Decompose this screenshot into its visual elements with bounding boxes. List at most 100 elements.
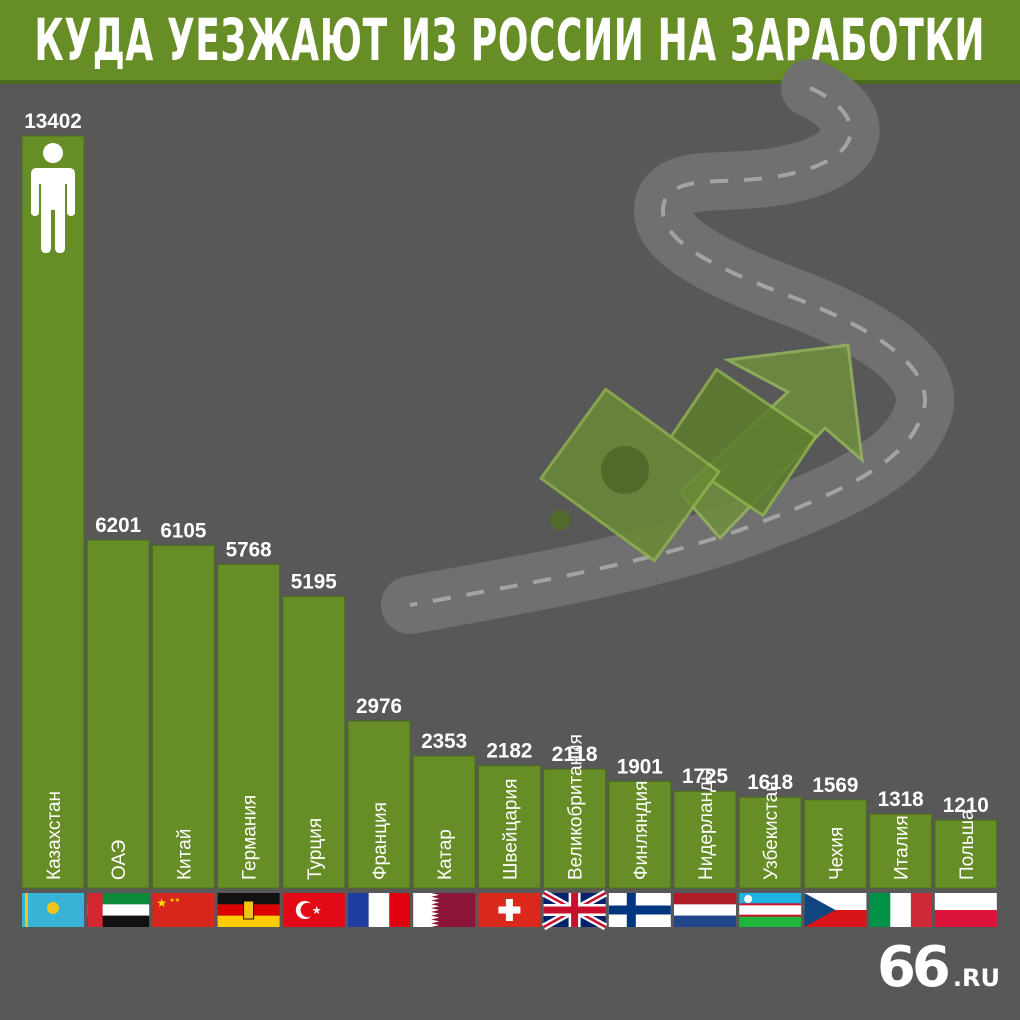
- bar-group: 6201 ОАЭ: [86, 514, 150, 927]
- value-label: 1318: [878, 788, 924, 811]
- flag-uz-line-1: [739, 903, 802, 906]
- bar: [217, 563, 281, 889]
- value-label: 2976: [356, 695, 402, 718]
- flag-qa-serrated: [413, 893, 440, 927]
- category-label: ОАЭ: [109, 840, 130, 880]
- category-label: Нидерланды: [696, 767, 717, 880]
- bar: [21, 135, 85, 889]
- money-icon: [538, 367, 819, 563]
- category-label: Китай: [174, 829, 195, 880]
- value-label: 5768: [226, 538, 272, 561]
- category-label: Чехия: [826, 827, 847, 880]
- bar-group: 2182 Швейцария: [477, 740, 541, 927]
- person-body: [31, 168, 75, 253]
- category-label: Турция: [305, 818, 326, 880]
- bar-group: 13402 Казахстан: [21, 110, 85, 927]
- value-label: 1725: [682, 765, 728, 788]
- bar: [282, 596, 346, 889]
- flag-pl: [934, 893, 997, 927]
- flag-ch: [478, 893, 541, 927]
- category-label: Италия: [892, 815, 913, 880]
- flag-uz-moon: [744, 895, 753, 903]
- value-label: 6105: [160, 519, 206, 542]
- bar: [477, 765, 541, 889]
- flag-nl-white: [674, 904, 736, 916]
- flag-gb-cross-red-h: [543, 906, 606, 914]
- bar-group: 5768 Германия: [217, 538, 281, 927]
- value-label: 2353: [421, 730, 467, 753]
- flag-de-eagle: [243, 900, 255, 920]
- flag-uz-white: [739, 904, 802, 916]
- flag-qa: [413, 893, 476, 927]
- bar: [412, 755, 476, 889]
- flag-fi: [608, 893, 671, 927]
- flag-kz-sun: [47, 902, 59, 914]
- category-label: Франция: [370, 802, 391, 880]
- flag-pl-white: [934, 893, 997, 910]
- category-label: Швейцария: [500, 779, 521, 880]
- bar-group: 2976 Франция: [347, 695, 411, 927]
- flag-uz-green: [739, 915, 802, 927]
- bar: [803, 799, 867, 889]
- flag-cz-triangle: [804, 893, 836, 927]
- bar: [151, 544, 215, 889]
- brand-domain: .RU: [952, 964, 1000, 992]
- category-label: Катар: [435, 829, 456, 880]
- flag-gb: [541, 889, 608, 931]
- flag-it-red: [910, 893, 932, 927]
- value-label: 1210: [943, 794, 989, 817]
- bar-group: 5195 Турция ★: [282, 571, 346, 927]
- value-label: 2118: [552, 743, 598, 766]
- flag-nl-blue: [674, 915, 736, 927]
- bar-group: 1901 Финляндия: [608, 755, 672, 927]
- value-label: 1569: [812, 774, 858, 797]
- value-label: 1901: [617, 755, 663, 778]
- flag-it-green: [869, 893, 891, 927]
- flag-tr-star: ★: [312, 904, 322, 917]
- category-label: Польша: [957, 809, 978, 880]
- chart-title: КУДА УЕЗЖАЮТ ИЗ РОССИИ НА ЗАРАБОТКИ: [34, 6, 986, 74]
- flag-ae-green: [87, 893, 150, 905]
- flag-de-black: [217, 893, 280, 905]
- bar-group: 2353 Катар: [412, 730, 476, 927]
- flag-fr: [348, 893, 410, 927]
- flag-de: [217, 893, 280, 927]
- category-label: Финляндия: [631, 781, 652, 880]
- flag-cz: [804, 893, 867, 927]
- category-label: Казахстан: [44, 791, 65, 880]
- flag-ae-black: [87, 915, 150, 927]
- flag-fr-red: [389, 893, 410, 927]
- flag-uz-blue: [739, 893, 802, 905]
- flag-cn: ★ ★★: [152, 893, 215, 927]
- title-banner: КУДА УЕЗЖАЮТ ИЗ РОССИИ НА ЗАРАБОТКИ: [0, 0, 1020, 84]
- bar: [673, 790, 737, 889]
- person-head: [43, 143, 63, 163]
- bar: [608, 780, 672, 889]
- flag-ae-red: [87, 893, 103, 927]
- category-label: Германия: [240, 795, 261, 880]
- category-label: Узбекистан: [761, 781, 782, 880]
- value-label: 13402: [24, 110, 82, 133]
- bar-group: 1569 Чехия: [803, 774, 867, 927]
- flag-uz-line-2: [739, 914, 802, 917]
- bar: [86, 539, 150, 889]
- flag-tr-crescent-cut: [300, 902, 315, 918]
- value-label: 5195: [291, 571, 337, 594]
- bar: [543, 768, 607, 889]
- flag-ch-cross-h: [498, 906, 521, 914]
- bar: [347, 720, 411, 889]
- value-label: 2182: [486, 740, 532, 763]
- flag-pl-red: [934, 910, 997, 927]
- flag-fr-white: [368, 893, 390, 927]
- flag-de-gold: [217, 915, 280, 927]
- flag-ae: [87, 893, 150, 927]
- flag-fr-blue: [348, 893, 369, 927]
- flag-it-white: [890, 893, 911, 927]
- value-label: 6201: [95, 514, 141, 537]
